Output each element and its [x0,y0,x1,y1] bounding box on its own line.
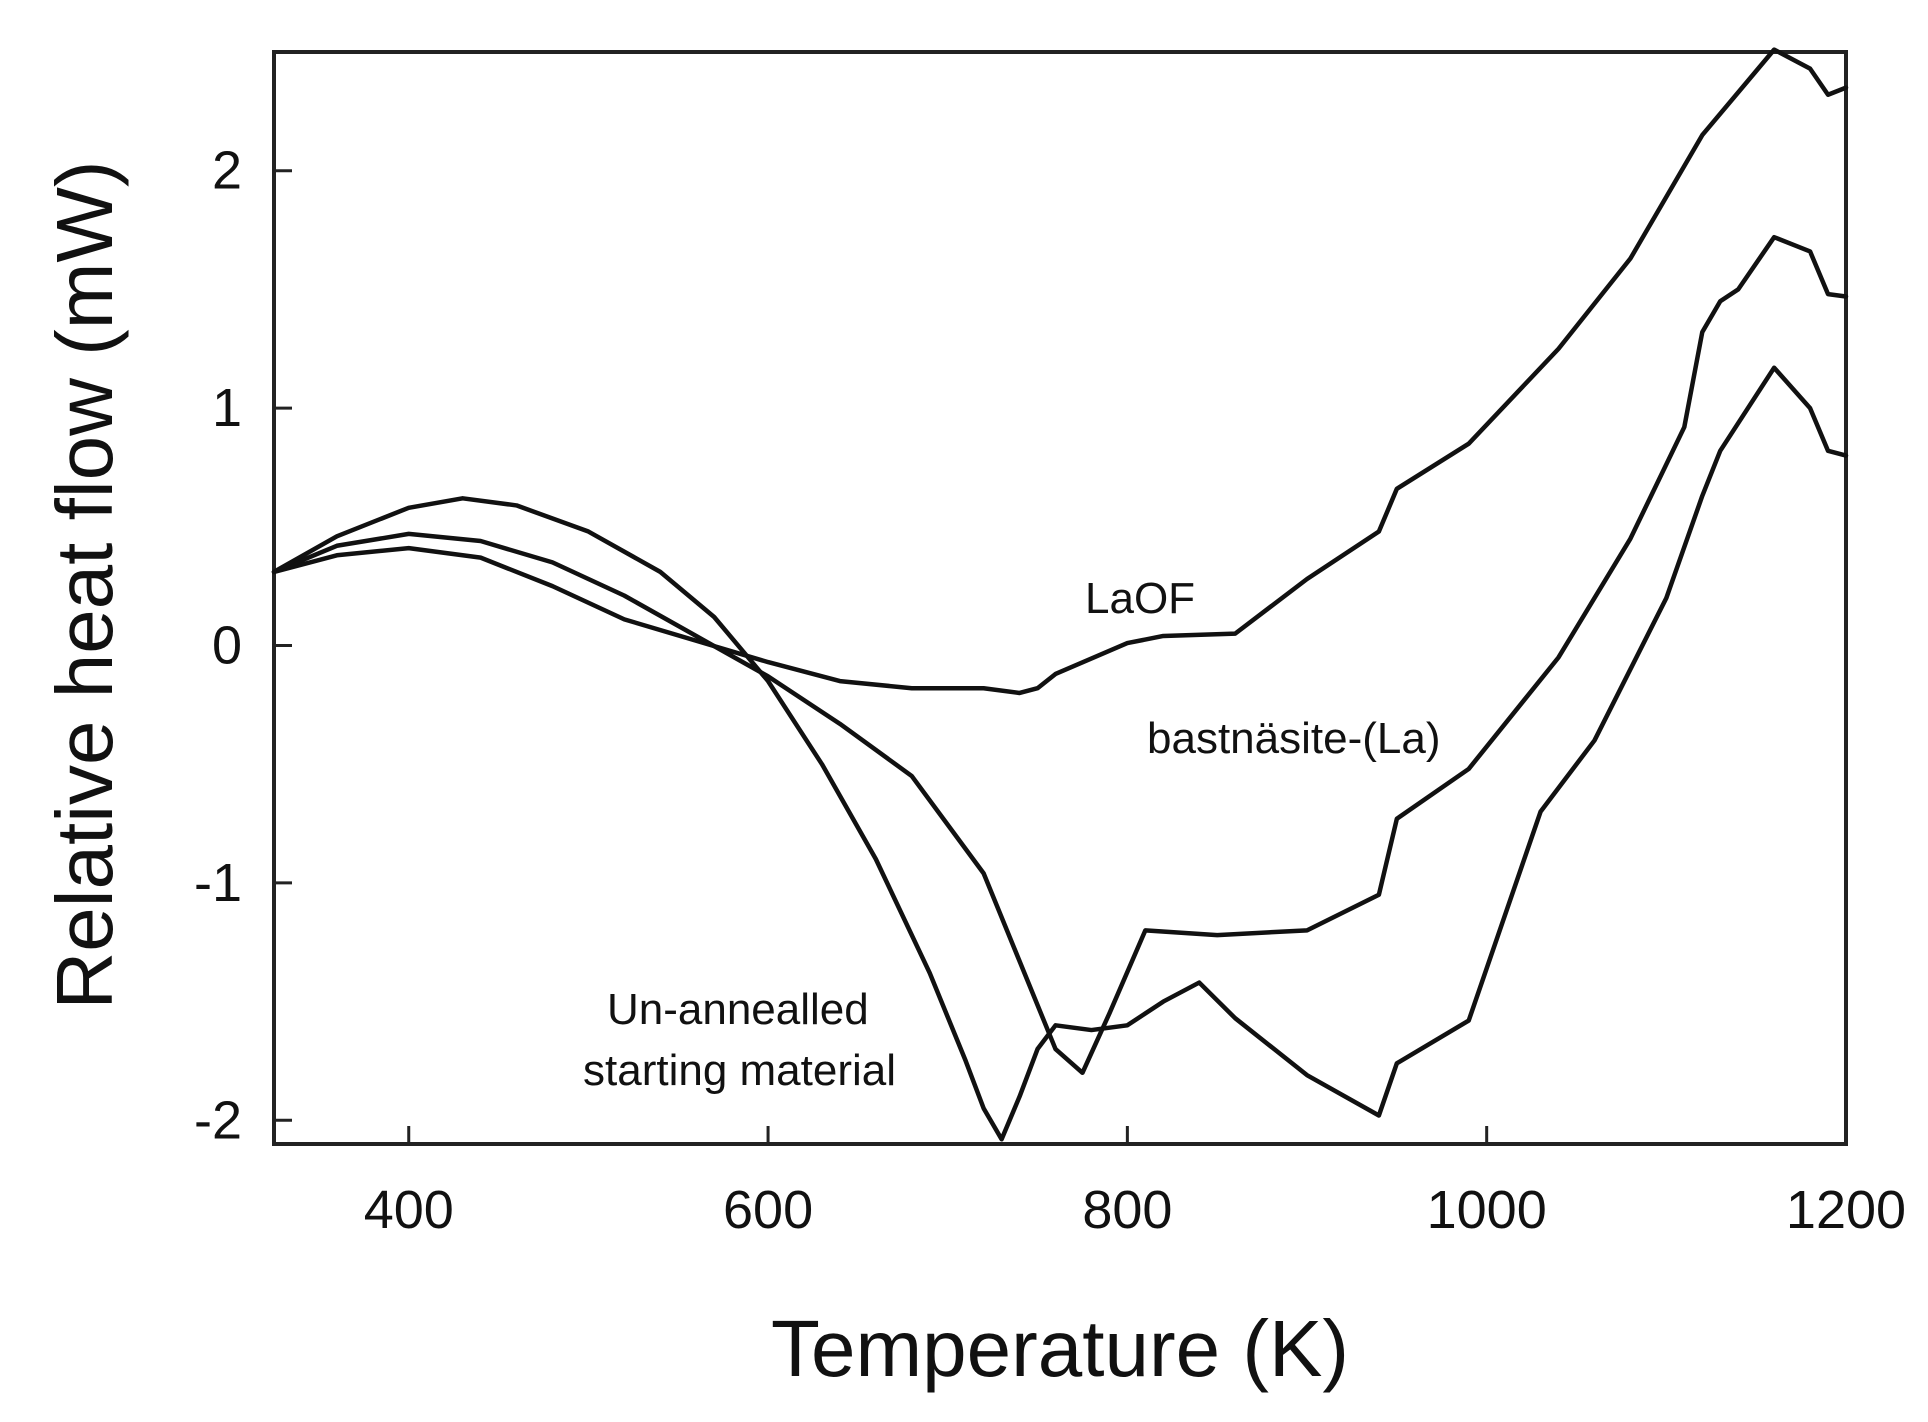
series-layer [271,47,1849,1142]
annotation-unannealed-line-1: Un-annealled [607,985,869,1034]
series-line-bastnasite [271,234,1849,1076]
x-tick-label: 1200 [1786,1180,1906,1240]
x-axis-ticks: 400 600 800 1000 1200 [364,1126,1906,1240]
x-tick-label: 600 [723,1180,813,1240]
y-axis-title: Relative heat flow (mW) [40,160,129,1009]
annotation-laof: LaOF [1085,574,1195,623]
x-tick-label: 1000 [1427,1180,1547,1240]
plot-frame-layer [272,50,1848,1146]
y-tick-label: -1 [194,853,242,913]
y-tick-label: 2 [212,141,242,201]
x-tick-label: 400 [364,1180,454,1240]
series-line-unannealed [271,365,1849,1142]
y-axis-ticks: -2 -1 0 1 2 [194,141,292,1150]
annotation-unannealed-line-2: starting material [583,1046,896,1095]
annotation-bastnasite: bastnäsite-(La) [1147,714,1440,763]
y-tick-label: -2 [194,1090,242,1150]
series-line-laof [271,47,1849,696]
y-tick-label: 1 [212,378,242,438]
x-axis-title: Temperature (K) [771,1304,1349,1393]
y-tick-label: 0 [212,615,242,675]
x-tick-label: 800 [1082,1180,1172,1240]
plot-frame [272,50,1848,1146]
